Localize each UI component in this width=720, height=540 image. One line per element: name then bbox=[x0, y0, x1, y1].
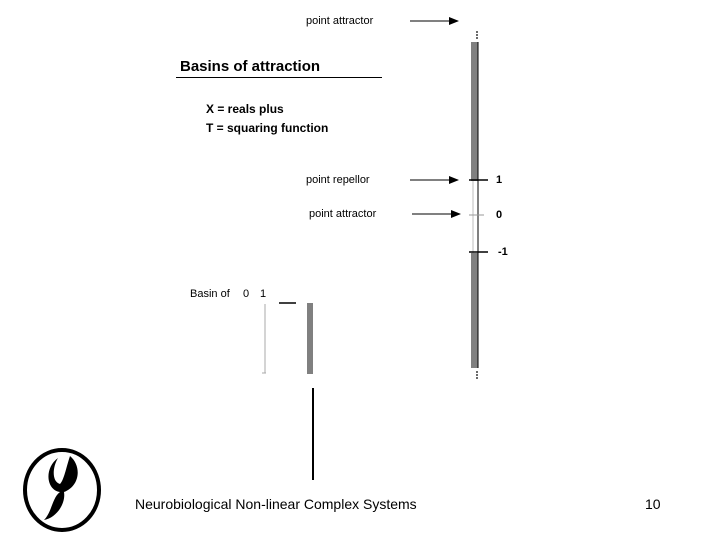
definition-x: X = reals plus bbox=[206, 102, 284, 116]
label-point-repellor: point repellor bbox=[306, 174, 370, 186]
basin-label: Basin of bbox=[190, 288, 230, 300]
definition-t: T = squaring function bbox=[206, 121, 329, 135]
logo-icon bbox=[23, 448, 101, 532]
page-title: Basins of attraction bbox=[180, 58, 321, 75]
basin-value-zero: 0 bbox=[243, 288, 250, 300]
ellipsis-bottom bbox=[476, 371, 478, 379]
footer-page-number: 10 bbox=[645, 496, 661, 512]
basin-bar bbox=[307, 303, 313, 374]
label-top-point-attractor: point attractor bbox=[306, 15, 374, 27]
tick-label-one: 1 bbox=[496, 174, 503, 186]
footer-course-title: Neurobiological Non-linear Complex Syste… bbox=[135, 496, 417, 512]
real-line-upper-segment bbox=[471, 42, 478, 181]
tick-label-minus-one: -1 bbox=[498, 246, 508, 258]
tick-label-zero: 0 bbox=[496, 209, 503, 221]
basin-value-one: 1 bbox=[260, 288, 267, 300]
title-underline bbox=[176, 77, 382, 78]
ellipsis-top bbox=[476, 31, 478, 39]
real-line-lower-segment bbox=[471, 253, 478, 368]
label-zero-point-attractor: point attractor bbox=[309, 208, 377, 220]
